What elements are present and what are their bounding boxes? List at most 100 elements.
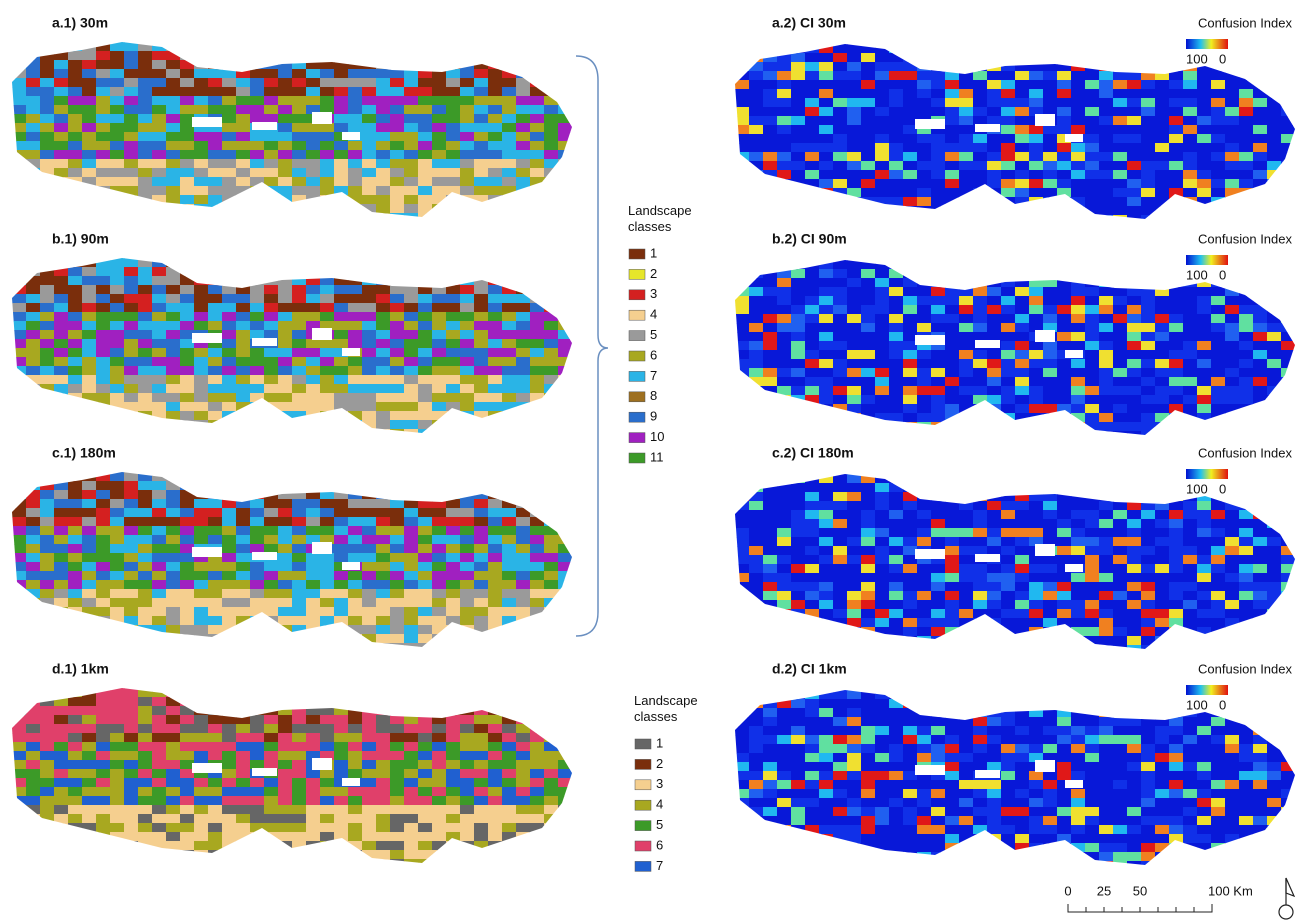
map-cell — [502, 733, 517, 743]
map-cell — [819, 98, 834, 108]
map-cell — [362, 366, 377, 376]
map-cell — [474, 267, 489, 277]
map-cell — [180, 321, 195, 331]
map-cell — [530, 276, 545, 286]
map-cell — [1071, 152, 1086, 162]
map-cell — [1267, 368, 1282, 378]
map-cell — [180, 796, 195, 806]
map-cell — [138, 186, 153, 196]
map-cell — [278, 141, 293, 151]
map-cell — [26, 499, 41, 509]
map-cell — [208, 805, 223, 815]
map-cell — [390, 769, 405, 779]
map-cell — [208, 96, 223, 106]
map-cell — [222, 330, 237, 340]
map-cell — [264, 580, 279, 590]
map-cell — [54, 814, 69, 824]
map-cell — [931, 386, 946, 396]
map-cell — [1127, 161, 1142, 171]
map-cell — [82, 535, 97, 545]
map-cell — [446, 375, 461, 385]
map-cell — [208, 814, 223, 824]
map-cell — [334, 420, 349, 430]
map-cell — [861, 260, 876, 270]
map-cell — [833, 368, 848, 378]
map-cell — [1281, 323, 1296, 333]
map-cell — [1141, 386, 1156, 396]
map-cell — [544, 132, 559, 142]
map-cell — [222, 499, 237, 509]
map-cell — [544, 321, 559, 331]
map-cell — [474, 562, 489, 572]
map-cell — [763, 170, 778, 180]
map-cell — [861, 359, 876, 369]
map-cell — [250, 643, 265, 653]
map-cell — [222, 859, 237, 869]
map-cell — [110, 384, 125, 394]
map-cell — [54, 634, 69, 644]
map-cell — [222, 42, 237, 52]
map-cell — [390, 312, 405, 322]
map-cell — [390, 814, 405, 824]
map-cell — [1085, 359, 1100, 369]
map-cell — [502, 177, 517, 187]
map-cell — [1281, 278, 1296, 288]
map-cell — [516, 544, 531, 554]
map-cell — [847, 143, 862, 153]
map-cell — [152, 472, 167, 482]
map-cell — [945, 197, 960, 207]
map-cell — [488, 796, 503, 806]
map-cell — [166, 141, 181, 151]
map-cell — [250, 312, 265, 322]
map-cell — [180, 357, 195, 367]
map-cell — [861, 152, 876, 162]
map-cell — [987, 89, 1002, 99]
map-cell — [1239, 152, 1254, 162]
map-cell — [917, 395, 932, 405]
map-cell — [805, 260, 820, 270]
map-cell — [777, 377, 792, 387]
map-cell — [348, 814, 363, 824]
map-cell — [749, 134, 764, 144]
map-cell — [805, 350, 820, 360]
map-cell — [474, 195, 489, 205]
map-cell — [1169, 152, 1184, 162]
map-cell — [68, 823, 83, 833]
map-cell — [1183, 107, 1198, 117]
map-cell — [1253, 143, 1268, 153]
map-cell — [40, 393, 55, 403]
map-cell — [208, 204, 223, 214]
map-cell — [1127, 377, 1142, 387]
map-cell — [110, 724, 125, 734]
map-cell — [819, 161, 834, 171]
map-cell — [791, 215, 806, 225]
map-cell — [1281, 386, 1296, 396]
map-cell — [362, 688, 377, 698]
map-cell — [1253, 260, 1268, 270]
map-cell — [96, 544, 111, 554]
map-cell — [306, 769, 321, 779]
map-cell — [1085, 323, 1100, 333]
map-cell — [735, 368, 750, 378]
map-cell — [1043, 53, 1058, 63]
map-cell — [208, 402, 223, 412]
map-cell — [987, 179, 1002, 189]
map-cell — [12, 285, 27, 295]
map-cell — [861, 188, 876, 198]
map-cell — [292, 321, 307, 331]
map-cell — [819, 170, 834, 180]
map-cell — [544, 733, 559, 743]
map-cell — [1197, 341, 1212, 351]
map-cell — [959, 188, 974, 198]
map-cell — [1057, 197, 1072, 207]
map-cell — [875, 197, 890, 207]
map-cell — [292, 751, 307, 761]
map-cell — [432, 643, 447, 653]
map-cell — [516, 87, 531, 97]
map-cell — [1113, 350, 1128, 360]
map-cell — [376, 375, 391, 385]
map-cell — [82, 267, 97, 277]
map-cell — [973, 404, 988, 414]
map-cell — [432, 832, 447, 842]
map-cell — [96, 51, 111, 61]
